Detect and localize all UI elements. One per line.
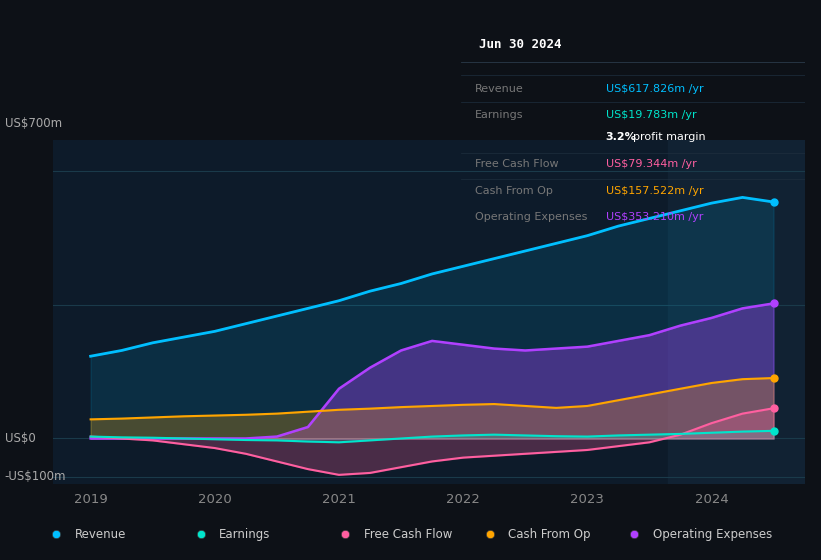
Text: US$79.344m /yr: US$79.344m /yr <box>606 159 696 169</box>
Text: Operating Expenses: Operating Expenses <box>653 528 772 542</box>
Text: 3.2%: 3.2% <box>606 132 636 142</box>
Text: Earnings: Earnings <box>475 110 524 120</box>
Text: Earnings: Earnings <box>219 528 270 542</box>
Text: Cash From Op: Cash From Op <box>508 528 590 542</box>
Text: Operating Expenses: Operating Expenses <box>475 212 588 222</box>
Text: US$617.826m /yr: US$617.826m /yr <box>606 84 703 94</box>
Text: Free Cash Flow: Free Cash Flow <box>475 159 559 169</box>
Text: profit margin: profit margin <box>633 132 705 142</box>
Text: Cash From Op: Cash From Op <box>475 185 553 195</box>
Text: US$353.210m /yr: US$353.210m /yr <box>606 212 703 222</box>
Text: Revenue: Revenue <box>75 528 126 542</box>
Text: US$0: US$0 <box>5 432 35 445</box>
Bar <box>668 140 805 484</box>
Text: US$157.522m /yr: US$157.522m /yr <box>606 185 703 195</box>
Text: US$19.783m /yr: US$19.783m /yr <box>606 110 696 120</box>
Text: US$700m: US$700m <box>5 116 62 130</box>
Text: Revenue: Revenue <box>475 84 524 94</box>
Text: -US$100m: -US$100m <box>5 470 66 483</box>
Text: Free Cash Flow: Free Cash Flow <box>364 528 452 542</box>
Text: Jun 30 2024: Jun 30 2024 <box>479 38 561 51</box>
